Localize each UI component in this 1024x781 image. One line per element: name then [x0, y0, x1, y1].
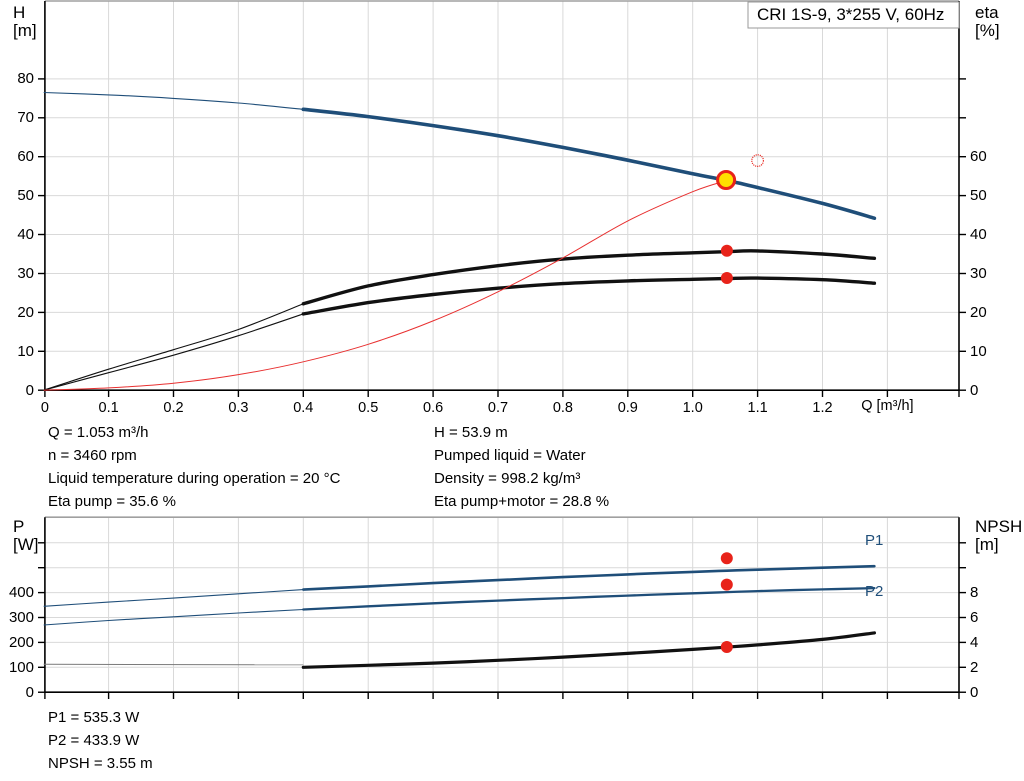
svg-text:0.3: 0.3 — [228, 400, 248, 416]
svg-text:Q [m³/h]: Q [m³/h] — [861, 398, 913, 414]
svg-text:P2 = 433.9 W: P2 = 433.9 W — [48, 732, 140, 749]
svg-text:10: 10 — [970, 343, 987, 360]
svg-text:Pumped liquid = Water: Pumped liquid = Water — [434, 447, 586, 464]
svg-text:P: P — [13, 517, 24, 536]
svg-text:40: 40 — [17, 226, 34, 243]
svg-text:P1 = 535.3 W: P1 = 535.3 W — [48, 709, 140, 726]
svg-text:[%]: [%] — [975, 21, 1000, 40]
svg-text:Density = 998.2 kg/m³: Density = 998.2 kg/m³ — [434, 470, 580, 487]
svg-text:0.8: 0.8 — [553, 400, 573, 416]
svg-text:0.2: 0.2 — [163, 400, 183, 416]
svg-text:0.6: 0.6 — [423, 400, 443, 416]
svg-text:Eta pump+motor = 28.8 %: Eta pump+motor = 28.8 % — [434, 493, 609, 510]
svg-text:[m]: [m] — [13, 21, 37, 40]
svg-text:P1: P1 — [865, 532, 883, 549]
svg-text:6: 6 — [970, 609, 978, 626]
svg-text:H = 53.9 m: H = 53.9 m — [434, 424, 508, 441]
svg-text:H: H — [13, 3, 25, 22]
svg-text:1.0: 1.0 — [683, 400, 703, 416]
svg-text:80: 80 — [17, 70, 34, 87]
svg-text:0.7: 0.7 — [488, 400, 508, 416]
svg-text:[m]: [m] — [975, 535, 999, 554]
svg-text:100: 100 — [9, 659, 34, 676]
svg-text:Eta pump = 35.6 %: Eta pump = 35.6 % — [48, 493, 176, 510]
svg-text:200: 200 — [9, 634, 34, 651]
svg-text:40: 40 — [970, 226, 987, 243]
svg-text:60: 60 — [970, 148, 987, 165]
svg-text:2: 2 — [970, 659, 978, 676]
svg-text:0.5: 0.5 — [358, 400, 378, 416]
svg-text:50: 50 — [970, 187, 987, 204]
svg-text:300: 300 — [9, 609, 34, 626]
svg-text:0.4: 0.4 — [293, 400, 313, 416]
svg-text:30: 30 — [970, 265, 987, 282]
svg-text:30: 30 — [17, 265, 34, 282]
svg-text:1.2: 1.2 — [812, 400, 832, 416]
svg-text:P2: P2 — [865, 583, 883, 600]
svg-text:0: 0 — [41, 400, 49, 416]
svg-text:70: 70 — [17, 109, 34, 126]
svg-text:20: 20 — [970, 304, 987, 321]
svg-text:0: 0 — [970, 684, 978, 701]
svg-text:400: 400 — [9, 584, 34, 601]
svg-text:1.1: 1.1 — [748, 400, 768, 416]
svg-text:NPSH: NPSH — [975, 517, 1022, 536]
svg-text:Liquid temperature during oper: Liquid temperature during operation = 20… — [48, 470, 341, 487]
svg-text:10: 10 — [17, 343, 34, 360]
svg-text:50: 50 — [17, 187, 34, 204]
svg-text:n = 3460 rpm: n = 3460 rpm — [48, 447, 137, 464]
svg-text:0: 0 — [970, 382, 978, 399]
svg-text:4: 4 — [970, 634, 978, 651]
svg-text:[W]: [W] — [13, 535, 39, 554]
svg-text:CRI 1S-9, 3*255 V, 60Hz: CRI 1S-9, 3*255 V, 60Hz — [757, 5, 944, 24]
svg-text:20: 20 — [17, 304, 34, 321]
svg-text:Q = 1.053 m³/h: Q = 1.053 m³/h — [48, 424, 148, 441]
svg-text:eta: eta — [975, 3, 999, 22]
svg-text:0: 0 — [26, 382, 34, 399]
svg-text:0: 0 — [26, 684, 34, 701]
svg-text:60: 60 — [17, 148, 34, 165]
svg-text:NPSH = 3.55 m: NPSH = 3.55 m — [48, 755, 153, 772]
svg-text:8: 8 — [970, 584, 978, 601]
svg-text:0.9: 0.9 — [618, 400, 638, 416]
svg-text:0.1: 0.1 — [99, 400, 119, 416]
